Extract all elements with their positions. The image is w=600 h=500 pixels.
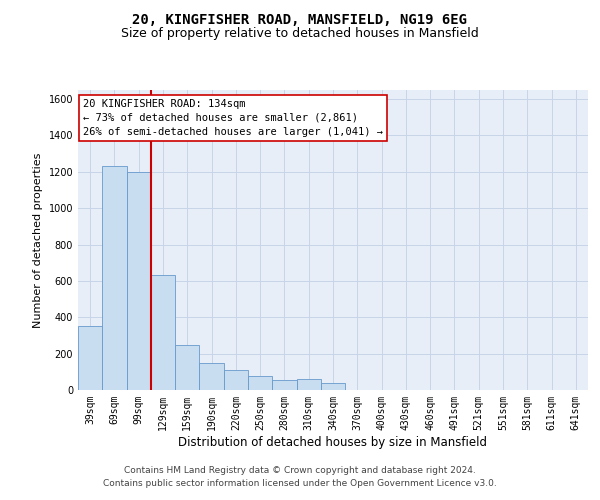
Bar [248, 376, 272, 390]
Bar [199, 362, 224, 390]
Y-axis label: Number of detached properties: Number of detached properties [33, 152, 43, 328]
Bar [272, 380, 296, 390]
Bar [78, 326, 102, 390]
Bar [224, 370, 248, 390]
Text: Contains HM Land Registry data © Crown copyright and database right 2024.
Contai: Contains HM Land Registry data © Crown c… [103, 466, 497, 487]
Bar [127, 172, 151, 390]
Bar [102, 166, 127, 390]
Bar [175, 344, 199, 390]
Bar [321, 382, 345, 390]
Text: 20, KINGFISHER ROAD, MANSFIELD, NG19 6EG: 20, KINGFISHER ROAD, MANSFIELD, NG19 6EG [133, 12, 467, 26]
Text: 20 KINGFISHER ROAD: 134sqm
← 73% of detached houses are smaller (2,861)
26% of s: 20 KINGFISHER ROAD: 134sqm ← 73% of deta… [83, 99, 383, 137]
Bar [296, 379, 321, 390]
Bar [151, 276, 175, 390]
Text: Size of property relative to detached houses in Mansfield: Size of property relative to detached ho… [121, 28, 479, 40]
X-axis label: Distribution of detached houses by size in Mansfield: Distribution of detached houses by size … [179, 436, 487, 448]
